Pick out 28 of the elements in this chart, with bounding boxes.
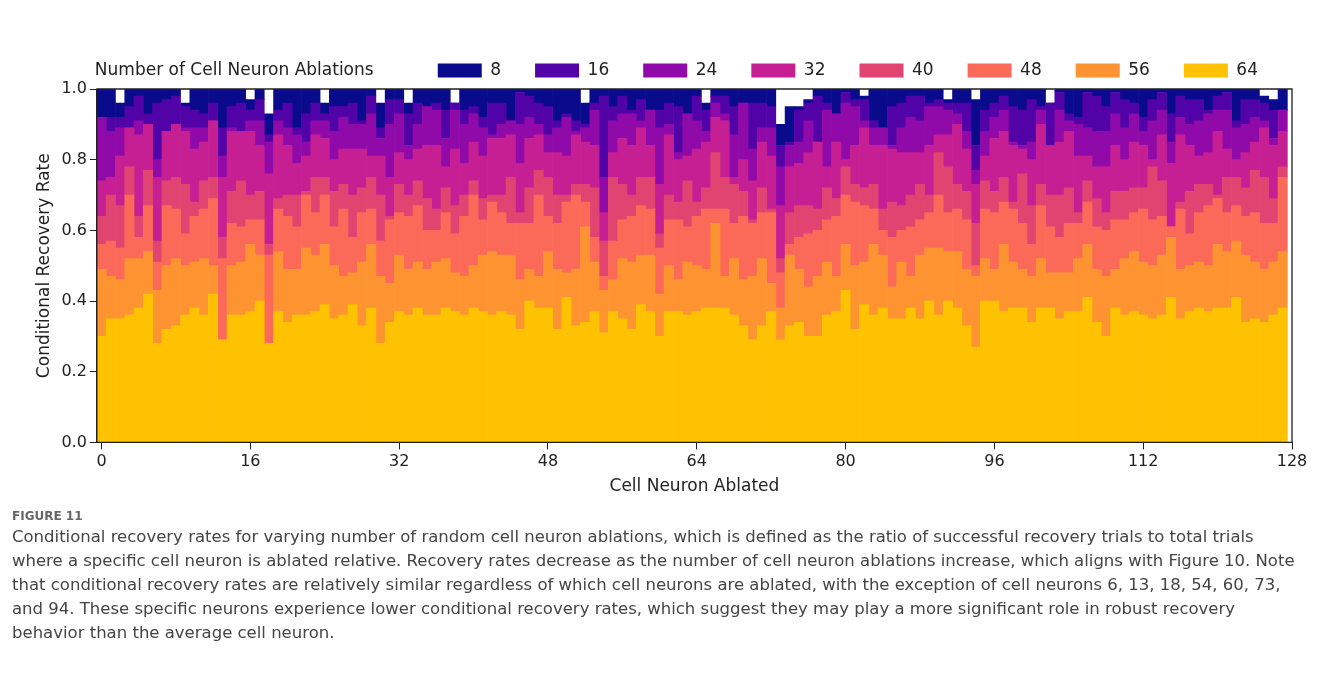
y-tick-label: 0.8 bbox=[61, 148, 87, 168]
y-tick-label: 0.0 bbox=[61, 431, 87, 451]
y-tick-label: 0.2 bbox=[61, 360, 87, 380]
legend-label: 24 bbox=[695, 58, 718, 79]
text: Conditional recovery rates for varying number of random cell neuron ablations, which is defined as the ratio of successful recovery trials to total trials where a specific cell neuron is ablated relative. Recovery rates decrease as the number of cell neuron ablations increase, which aligns with Figure 10. Note that conditional recovery rates are relatively similar regardless of which cell neurons are ablated, with the exception of cell neurons 6, 13, 18, 54, 60, 73, and 94. These specific neurons experience lower conditional recovery rates, which suggest they may play a more significant role in robust recovery behavior than the average cell neuron. bbox=[12, 526, 1296, 644]
x-tick-label: 128 bbox=[1276, 451, 1308, 471]
x-tick-label: 0 bbox=[96, 451, 107, 471]
y-axis-title: Conditional Recovery Rate bbox=[32, 153, 53, 379]
legend-label: 16 bbox=[587, 58, 610, 79]
y-tick-label: 0.4 bbox=[61, 290, 87, 310]
x-tick-label: 80 bbox=[835, 451, 856, 471]
x-tick-label: 64 bbox=[686, 451, 707, 471]
caption: FIGURE 11 bbox=[12, 509, 84, 523]
legend-title: Number of Cell Neuron Ablations bbox=[94, 58, 374, 79]
x-tick-label: 112 bbox=[1127, 451, 1159, 471]
x-axis-title: Cell Neuron Ablated bbox=[609, 475, 780, 496]
y-tick-label: 1.0 bbox=[61, 78, 87, 98]
legend-label: 32 bbox=[803, 58, 826, 79]
legend-label: 40 bbox=[911, 58, 934, 79]
legend-label: 64 bbox=[1236, 58, 1259, 79]
legend-label: 56 bbox=[1128, 58, 1150, 79]
x-tick-label: 96 bbox=[984, 451, 1005, 471]
y-tick-label: 0.6 bbox=[61, 219, 87, 239]
legend-label: 8 bbox=[490, 58, 502, 79]
legend-label: 48 bbox=[1020, 58, 1042, 79]
x-tick-label: 16 bbox=[240, 451, 261, 471]
x-tick-label: 32 bbox=[388, 451, 410, 471]
x-tick-label: 48 bbox=[537, 451, 559, 471]
